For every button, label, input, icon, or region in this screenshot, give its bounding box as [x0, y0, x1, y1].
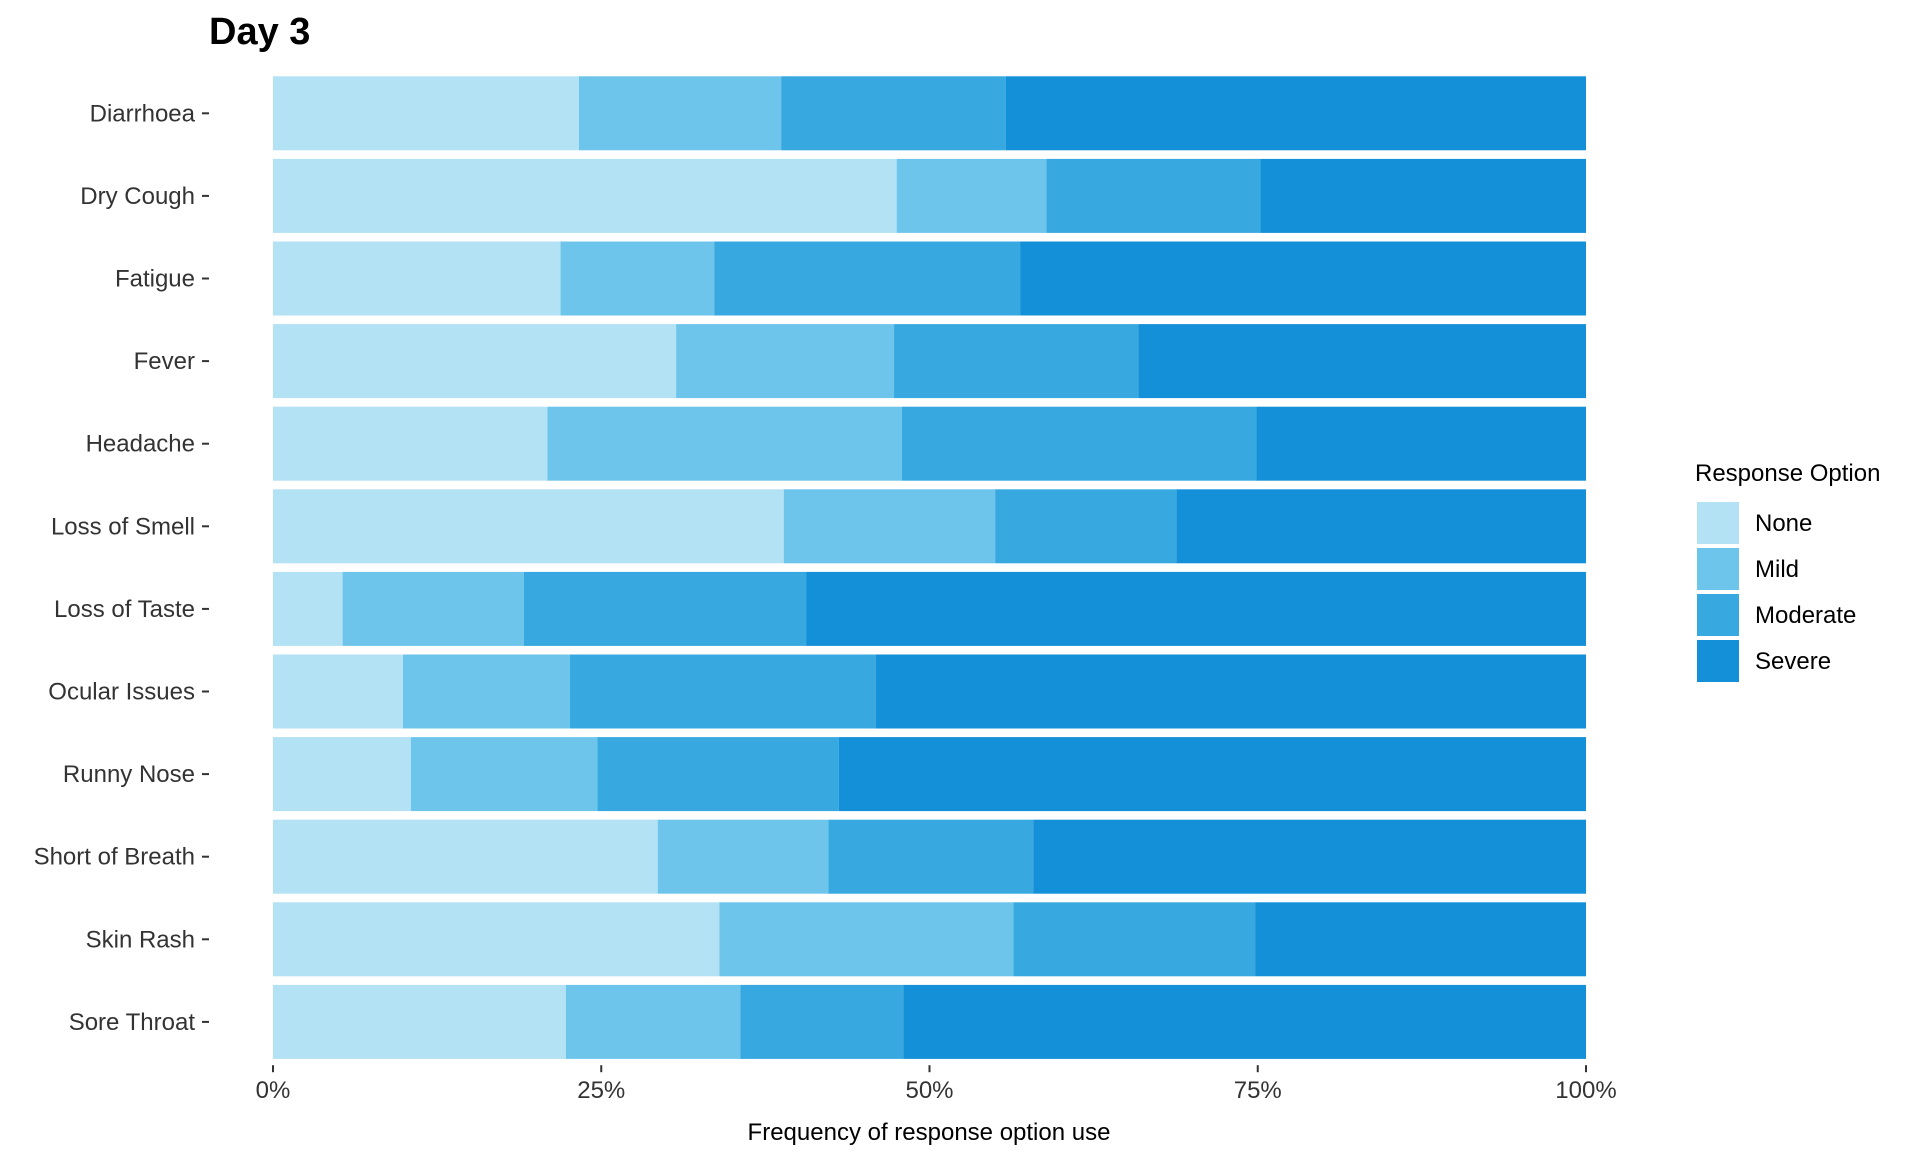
- bar-fever-severe: [1138, 324, 1586, 399]
- bar-short-of-breath-mild: [657, 819, 829, 894]
- y-tick-label-dry-cough: Dry Cough: [80, 183, 195, 210]
- bar-sore-throat-moderate: [740, 984, 904, 1059]
- y-tick-label-skin-rash: Skin Rash: [86, 926, 195, 953]
- bar-loss-of-smell-none: [273, 489, 784, 564]
- bar-ocular-issues-none: [273, 654, 403, 729]
- bar-fever-mild: [676, 324, 895, 399]
- y-axis: Diarrhoea Dry Cough Fatigue Fever Headache Lo…: [34, 100, 209, 1036]
- legend-label-severe: Severe: [1755, 648, 1831, 675]
- bar-skin-rash-mild: [719, 902, 1014, 977]
- bar-diarrhoea-mild: [578, 76, 782, 151]
- bar-loss-of-taste-moderate: [523, 571, 807, 646]
- bar-diarrhoea-moderate: [781, 76, 1006, 151]
- legend-label-moderate: Moderate: [1755, 602, 1856, 629]
- bar-fatigue-severe: [1020, 241, 1586, 316]
- y-tick-label-fever: Fever: [134, 348, 195, 375]
- y-tick-label-diarrhoea: Diarrhoea: [90, 100, 196, 127]
- bar-runny-nose-severe: [838, 737, 1586, 812]
- legend-label-none: None: [1755, 510, 1812, 537]
- bar-skin-rash-none: [273, 902, 720, 977]
- bar-headache-none: [273, 406, 548, 481]
- bar-dry-cough-none: [273, 158, 897, 233]
- bar-headache-moderate: [901, 406, 1257, 481]
- x-tick-label-0: 0%: [256, 1077, 291, 1104]
- bar-headache-severe: [1256, 406, 1586, 481]
- bar-fatigue-moderate: [714, 241, 1021, 316]
- bar-ocular-issues-moderate: [569, 654, 876, 729]
- bar-fatigue-mild: [560, 241, 715, 316]
- bars-layer: [273, 76, 1586, 1059]
- bar-short-of-breath-severe: [1033, 819, 1586, 894]
- y-tick-label-ocular-issues: Ocular Issues: [48, 679, 195, 706]
- x-axis: 0% 25% 50% 75% 100%: [256, 1065, 1617, 1104]
- bar-dry-cough-severe: [1260, 158, 1586, 233]
- bar-fever-none: [273, 324, 677, 399]
- bar-loss-of-smell-mild: [783, 489, 996, 564]
- bar-headache-mild: [547, 406, 902, 481]
- y-tick-label-short-of-breath: Short of Breath: [34, 844, 195, 871]
- legend-label-mild: Mild: [1755, 556, 1799, 583]
- y-tick-label-runny-nose: Runny Nose: [63, 761, 195, 788]
- legend-swatch-severe: [1697, 640, 1739, 682]
- bar-sore-throat-mild: [565, 984, 741, 1059]
- legend-swatch-none: [1697, 502, 1739, 544]
- chart-title: Day 3: [209, 11, 310, 53]
- bar-short-of-breath-none: [273, 819, 658, 894]
- bar-ocular-issues-severe: [875, 654, 1586, 729]
- bar-diarrhoea-severe: [1005, 76, 1586, 151]
- bar-ocular-issues-mild: [402, 654, 570, 729]
- legend-items: None Mild Moderate Severe: [1697, 502, 1856, 682]
- bar-skin-rash-moderate: [1013, 902, 1256, 977]
- bar-skin-rash-severe: [1255, 902, 1586, 977]
- legend-swatch-moderate: [1697, 594, 1739, 636]
- x-tick-label-75: 75%: [1234, 1077, 1282, 1104]
- bar-loss-of-taste-mild: [342, 571, 524, 646]
- bar-loss-of-smell-moderate: [995, 489, 1177, 564]
- bar-sore-throat-severe: [903, 984, 1586, 1059]
- bar-loss-of-taste-severe: [806, 571, 1586, 646]
- x-tick-label-50: 50%: [905, 1077, 953, 1104]
- y-tick-label-loss-of-smell: Loss of Smell: [51, 513, 195, 540]
- x-axis-label: Frequency of response option use: [748, 1119, 1111, 1146]
- bar-runny-nose-none: [273, 737, 411, 812]
- bar-short-of-breath-moderate: [828, 819, 1034, 894]
- bar-dry-cough-mild: [896, 158, 1047, 233]
- y-tick-label-loss-of-taste: Loss of Taste: [54, 596, 195, 623]
- bar-runny-nose-mild: [410, 737, 598, 812]
- legend-swatch-mild: [1697, 548, 1739, 590]
- bar-fever-moderate: [894, 324, 1139, 399]
- bar-loss-of-taste-none: [273, 571, 343, 646]
- bar-fatigue-none: [273, 241, 561, 316]
- bar-sore-throat-none: [273, 984, 566, 1059]
- y-tick-label-headache: Headache: [86, 431, 195, 458]
- legend-title: Response Option: [1695, 460, 1880, 487]
- x-tick-label-25: 25%: [577, 1077, 625, 1104]
- y-tick-label-sore-throat: Sore Throat: [69, 1009, 196, 1036]
- bar-dry-cough-moderate: [1046, 158, 1261, 233]
- x-tick-label-100: 100%: [1555, 1077, 1616, 1104]
- bar-runny-nose-moderate: [597, 737, 839, 812]
- y-tick-label-fatigue: Fatigue: [115, 266, 195, 293]
- legend: Response Option None Mild Moderate Severe: [1695, 460, 1880, 682]
- bar-loss-of-smell-severe: [1176, 489, 1586, 564]
- bar-diarrhoea-none: [273, 76, 579, 151]
